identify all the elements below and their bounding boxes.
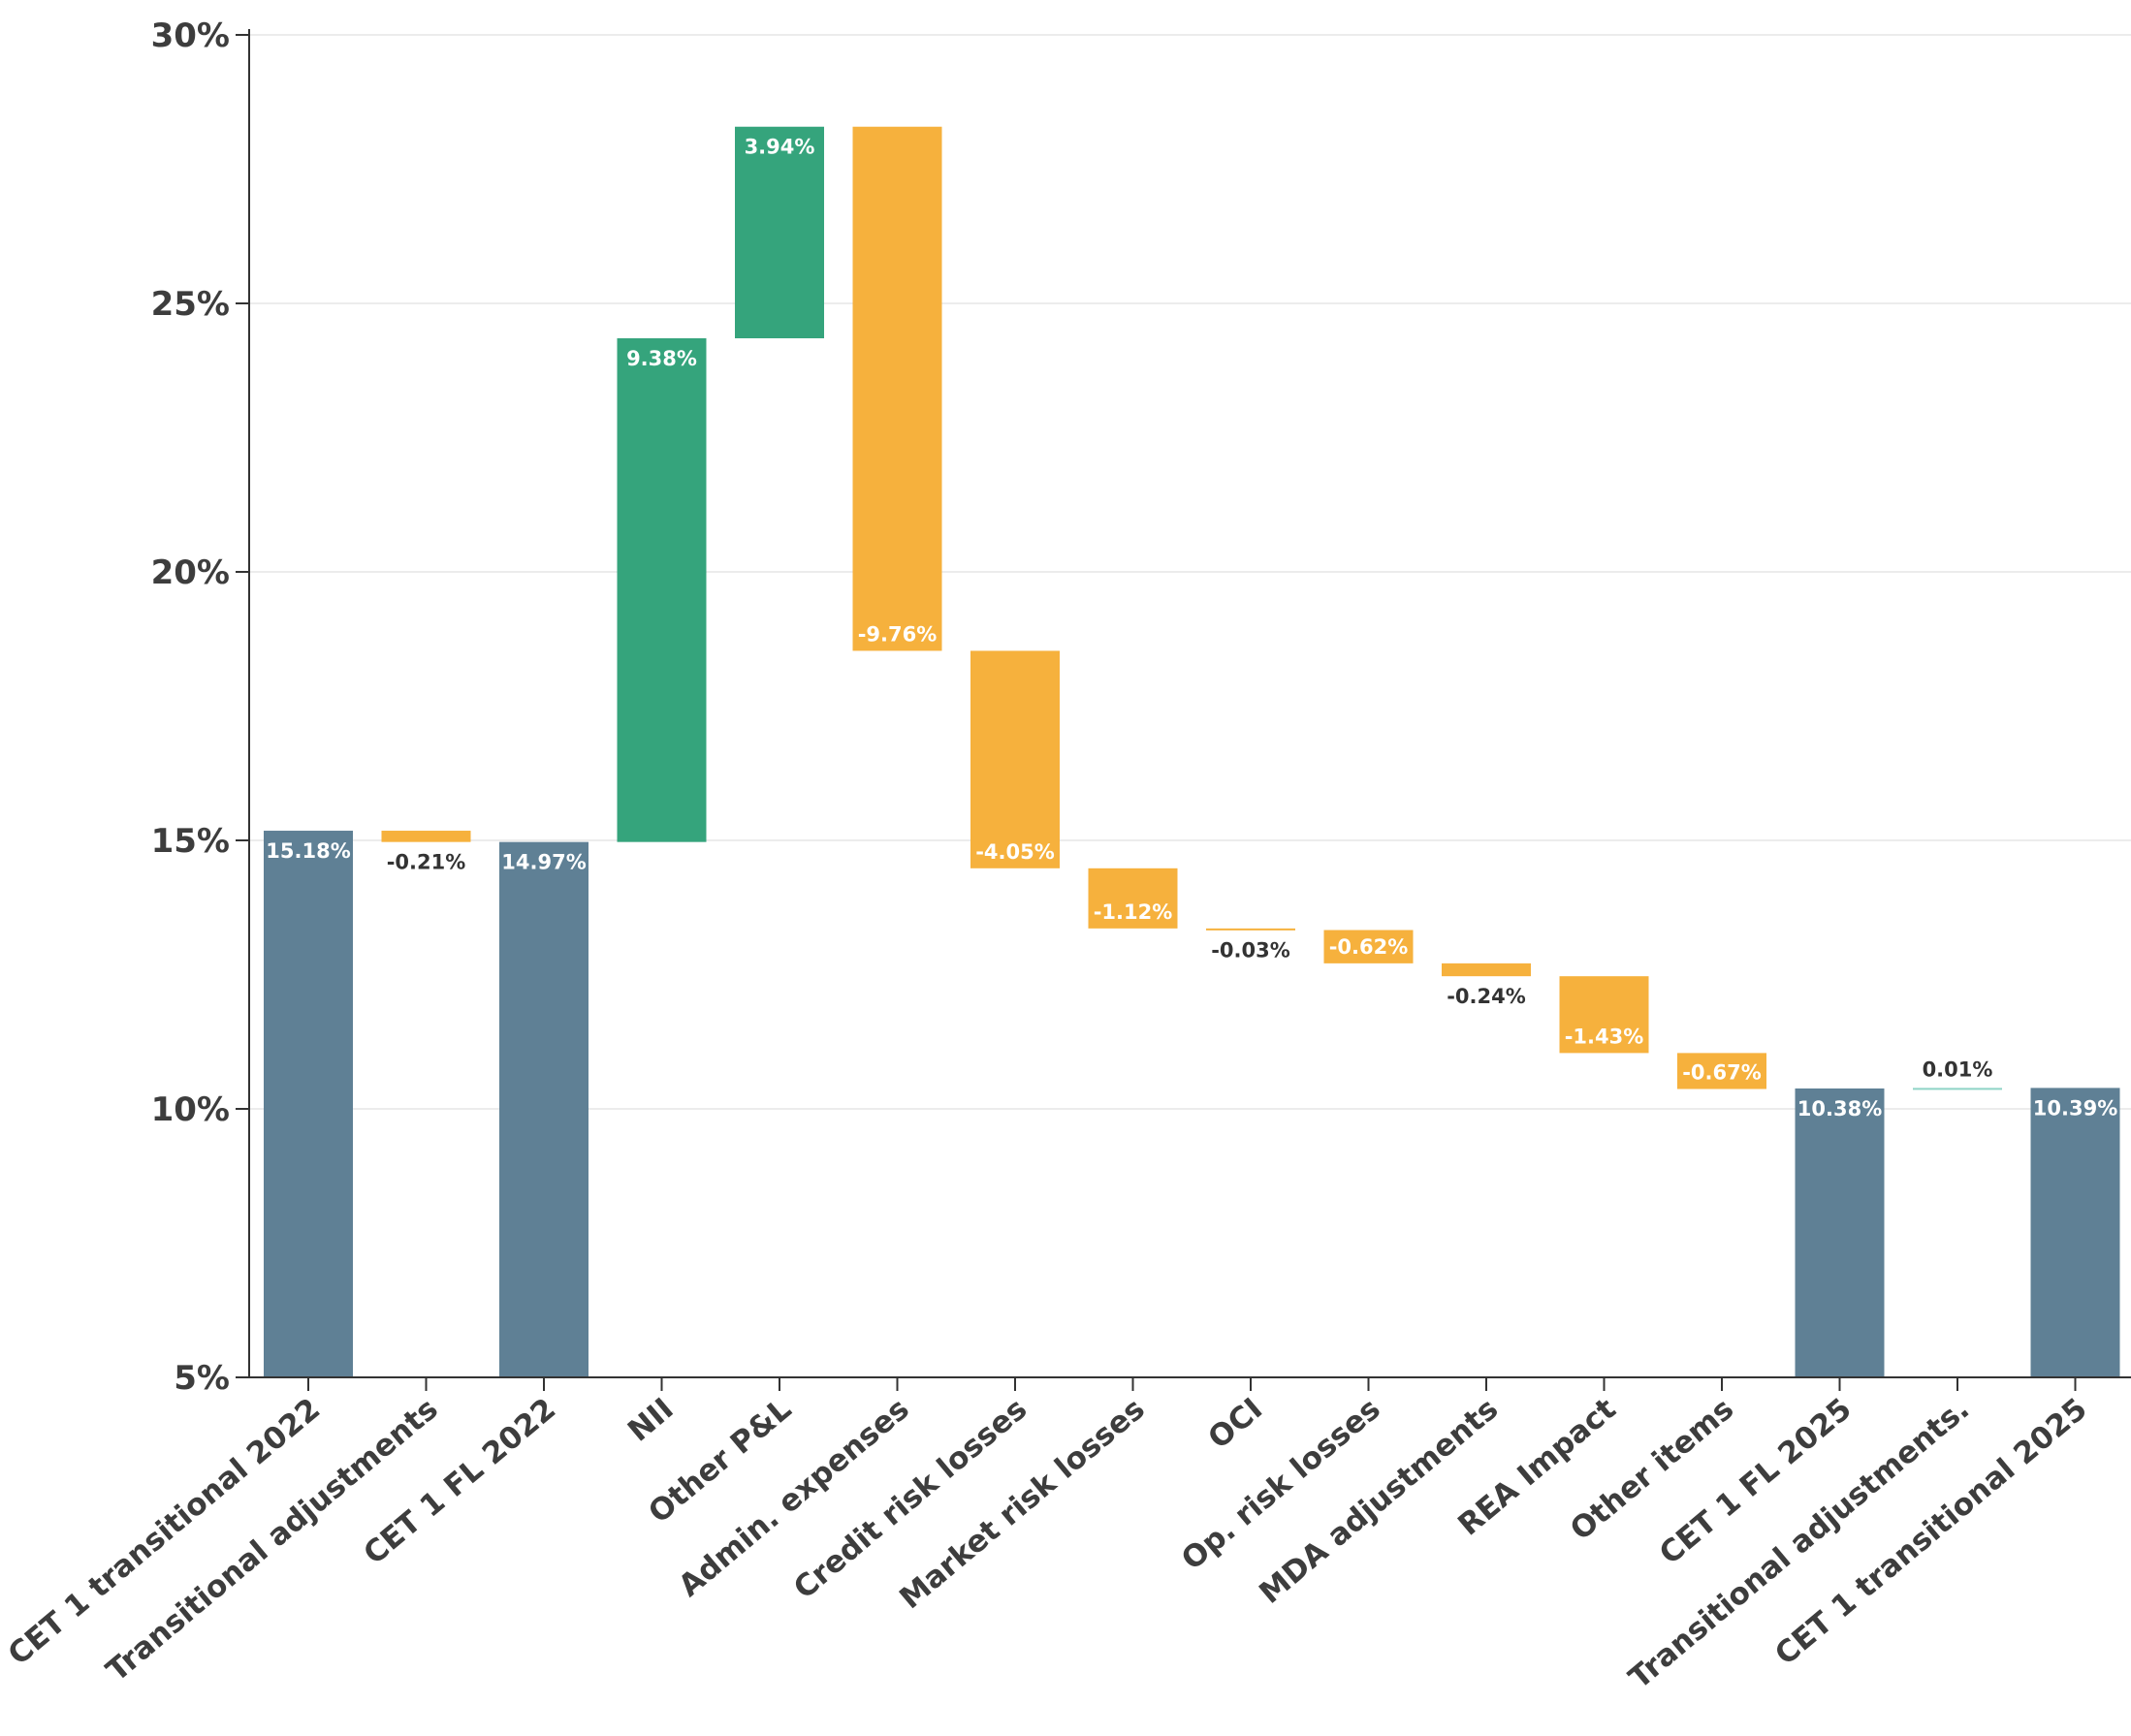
bar-1 [264, 831, 353, 1377]
bar-6 [853, 127, 942, 651]
bars [264, 127, 2120, 1377]
y-tick-label: 30% [151, 16, 230, 55]
y-tick-label: 20% [151, 553, 230, 592]
bar-4 [618, 338, 707, 842]
y-tick-label: 25% [151, 285, 230, 324]
bar-16 [2031, 1088, 2120, 1377]
data-label: 3.94% [745, 136, 815, 159]
data-label: 10.39% [2033, 1096, 2117, 1120]
x-category-label: OCI [1202, 1392, 1270, 1457]
data-label: -4.05% [975, 840, 1055, 864]
y-tick-label: 15% [151, 822, 230, 861]
data-label: -0.24% [1447, 985, 1526, 1008]
y-tick-label: 5% [174, 1359, 230, 1398]
x-category-label: Admin. expenses [672, 1392, 915, 1604]
data-label: -1.43% [1565, 1025, 1644, 1048]
bar-2 [382, 831, 471, 842]
bar-7 [970, 650, 1060, 868]
data-label: 9.38% [626, 347, 697, 370]
bar-3 [499, 842, 588, 1377]
y-tick-label: 10% [151, 1090, 230, 1129]
x-category-label: CET 1 FL 2025 [1653, 1392, 1859, 1572]
x-category-label: CET 1 FL 2022 [357, 1392, 562, 1572]
bar-15 [1913, 1088, 2002, 1089]
x-category-label: NII [621, 1392, 681, 1449]
data-label: 15.18% [266, 839, 350, 863]
data-label: 0.01% [1923, 1057, 1993, 1081]
data-label: -0.62% [1329, 935, 1409, 959]
bar-11 [1442, 963, 1531, 976]
data-label: -9.76% [858, 622, 938, 646]
data-label: -0.03% [1211, 939, 1290, 963]
data-label: -0.67% [1682, 1061, 1762, 1085]
data-label: -0.21% [387, 851, 466, 874]
x-category-label: Op. risk losses [1175, 1392, 1387, 1578]
data-label: 14.97% [501, 851, 586, 874]
data-label: -1.12% [1094, 900, 1173, 924]
bar-14 [1796, 1089, 1885, 1377]
data-label: 10.38% [1797, 1097, 1882, 1121]
bar-9 [1206, 929, 1295, 931]
